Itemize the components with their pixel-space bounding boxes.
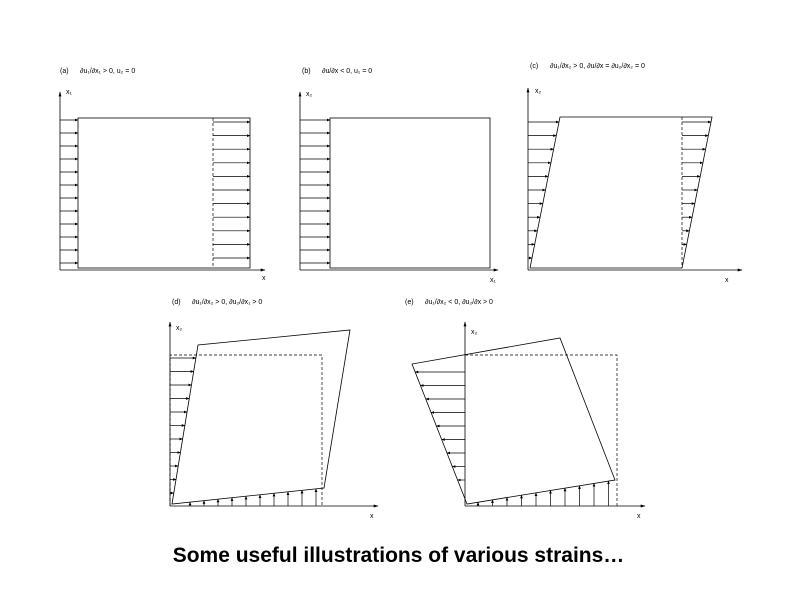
panel-d-condition: ∂u₁/∂x₂ > 0, ∂u₂/∂x₁ > 0 [192,299,262,306]
panel-d-x-axis-label: x [370,513,374,520]
panel-d-displacement-arrows [170,356,318,506]
panel-e-original-outline [465,354,618,506]
strain-illustrations-figure: (a) ∂u₁/∂x₁ > 0, u₂ = 0 x₁ x (b) ∂u/∂x <… [58,63,743,520]
panel-e-condition: ∂u₁/∂x₂ < 0, ∂u₂/∂x > 0 [425,299,493,306]
panel-d-original-outline [169,354,323,506]
panel-e-displacement-arrows [414,370,610,506]
panel-a-condition: ∂u₁/∂x₁ > 0, u₂ = 0 [80,68,135,75]
panel-c-shear: (c) ∂u₁/∂x₂ > 0, ∂u/∂x = ∂u₂/∂x₂ = 0 x₂ … [526,63,743,284]
panel-b-contraction: (b) ∂u/∂x < 0, u₁ = 0 x₂ x₁ [298,68,499,284]
panel-d-label: (d) [172,299,181,306]
slide-caption: Some useful illustrations of various str… [172,544,625,567]
panel-c-condition: ∂u₁/∂x₂ > 0, ∂u/∂x = ∂u₂/∂x₂ = 0 [550,63,645,70]
panel-b-condition: ∂u/∂x < 0, u₁ = 0 [322,68,372,75]
panel-d-y-axis-label: x₂ [176,325,183,332]
panel-a-label: (a) [60,68,69,75]
panel-a-extension: (a) ∂u₁/∂x₁ > 0, u₂ = 0 x₁ x [58,68,266,282]
panel-a-deformed-body [77,117,251,269]
panel-c-label: (c) [530,63,538,70]
panel-a-y-axis-label: x₁ [66,89,73,96]
panel-d-deformed-body [171,329,351,505]
panel-c-x-axis-label: x [725,277,729,284]
panel-e-rotation: (e) ∂u₁/∂x₂ < 0, ∂u₂/∂x > 0 x₂ x [405,299,646,520]
panel-c-y-axis-label: x₂ [535,88,542,95]
panel-a-displacement-arrows [60,118,251,265]
panel-e-rotated-body [411,337,616,505]
panel-c-sheared-body [529,116,713,269]
panel-b-displacement-arrows [300,118,331,265]
panel-b-y-axis-label: x₂ [306,91,313,98]
panel-c-displacement-arrows [528,120,712,260]
panel-b-x-axis-label: x₁ [490,277,497,284]
panel-b-body [329,117,491,269]
panel-e-label: (e) [405,299,414,306]
panel-e-x-axis-label: x [637,513,641,520]
panel-b-label: (b) [302,68,311,75]
panel-d-pure-shear: (d) ∂u₁/∂x₂ > 0, ∂u₂/∂x₁ > 0 x₂ x [168,299,379,520]
panel-a-x-axis-label: x [262,275,266,282]
panel-e-y-axis-label: x₂ [471,329,478,336]
